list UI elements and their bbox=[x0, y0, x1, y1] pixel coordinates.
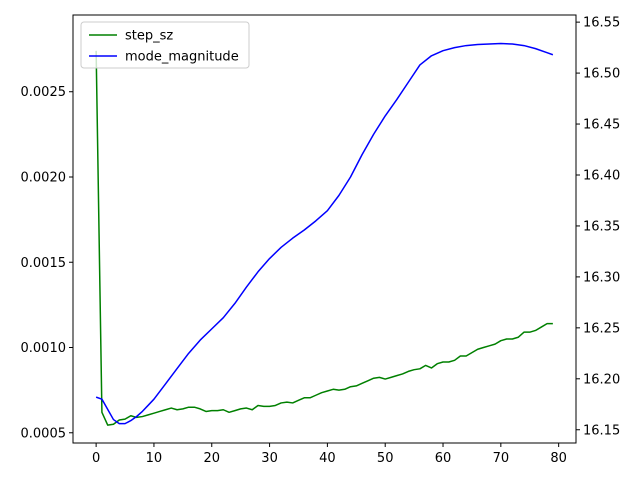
x-tick-label: 30 bbox=[261, 451, 278, 466]
y-left-tick-label: 0.0020 bbox=[21, 170, 67, 185]
legend: step_sz mode_magnitude bbox=[80, 21, 250, 69]
series-line-step-sz bbox=[95, 50, 553, 426]
y-left-tick-label: 0.0010 bbox=[21, 341, 67, 356]
y-right-tick-label: 16.35 bbox=[583, 219, 620, 234]
y-right-tick-label: 16.40 bbox=[583, 168, 620, 183]
y-right-tick-label: 16.55 bbox=[583, 16, 620, 31]
axes-frame bbox=[72, 14, 577, 444]
y-right-tick-label: 16.45 bbox=[583, 118, 620, 133]
x-tick-label: 80 bbox=[550, 451, 567, 466]
x-tick-label: 0 bbox=[92, 451, 100, 466]
legend-entry: step_sz bbox=[125, 29, 173, 44]
x-tick-label: 70 bbox=[493, 451, 510, 466]
series-line-mode-magnitude bbox=[95, 42, 554, 425]
x-tick-label: 50 bbox=[377, 451, 394, 466]
y-left-tick-label: 0.0025 bbox=[21, 85, 67, 100]
legend-box bbox=[80, 21, 250, 69]
y-right-tick-label: 16.50 bbox=[583, 67, 620, 82]
legend-entry: mode_magnitude bbox=[125, 50, 239, 65]
x-tick-label: 40 bbox=[319, 451, 336, 466]
y-right-tick-label: 16.30 bbox=[583, 270, 620, 285]
y-left-tick-label: 0.0005 bbox=[21, 426, 67, 441]
y-right-tick-label: 16.25 bbox=[583, 321, 620, 336]
x-tick-label: 20 bbox=[203, 451, 220, 466]
y-right-tick-label: 16.15 bbox=[583, 423, 620, 438]
y-axis-right: 16.15 16.20 16.25 16.30 16.35 16.40 16.45 16.50… bbox=[576, 16, 620, 438]
x-tick-label: 10 bbox=[146, 451, 163, 466]
plot-area bbox=[95, 42, 554, 426]
y-axis-left: 0.0005 0.0010 0.0015 0.0020 0.0025 bbox=[21, 85, 73, 441]
x-tick-label: 60 bbox=[435, 451, 452, 466]
y-left-tick-label: 0.0015 bbox=[21, 256, 67, 271]
x-axis: 0 10 20 30 40 50 60 70 80 bbox=[92, 443, 567, 466]
y-right-tick-label: 16.20 bbox=[583, 372, 620, 387]
